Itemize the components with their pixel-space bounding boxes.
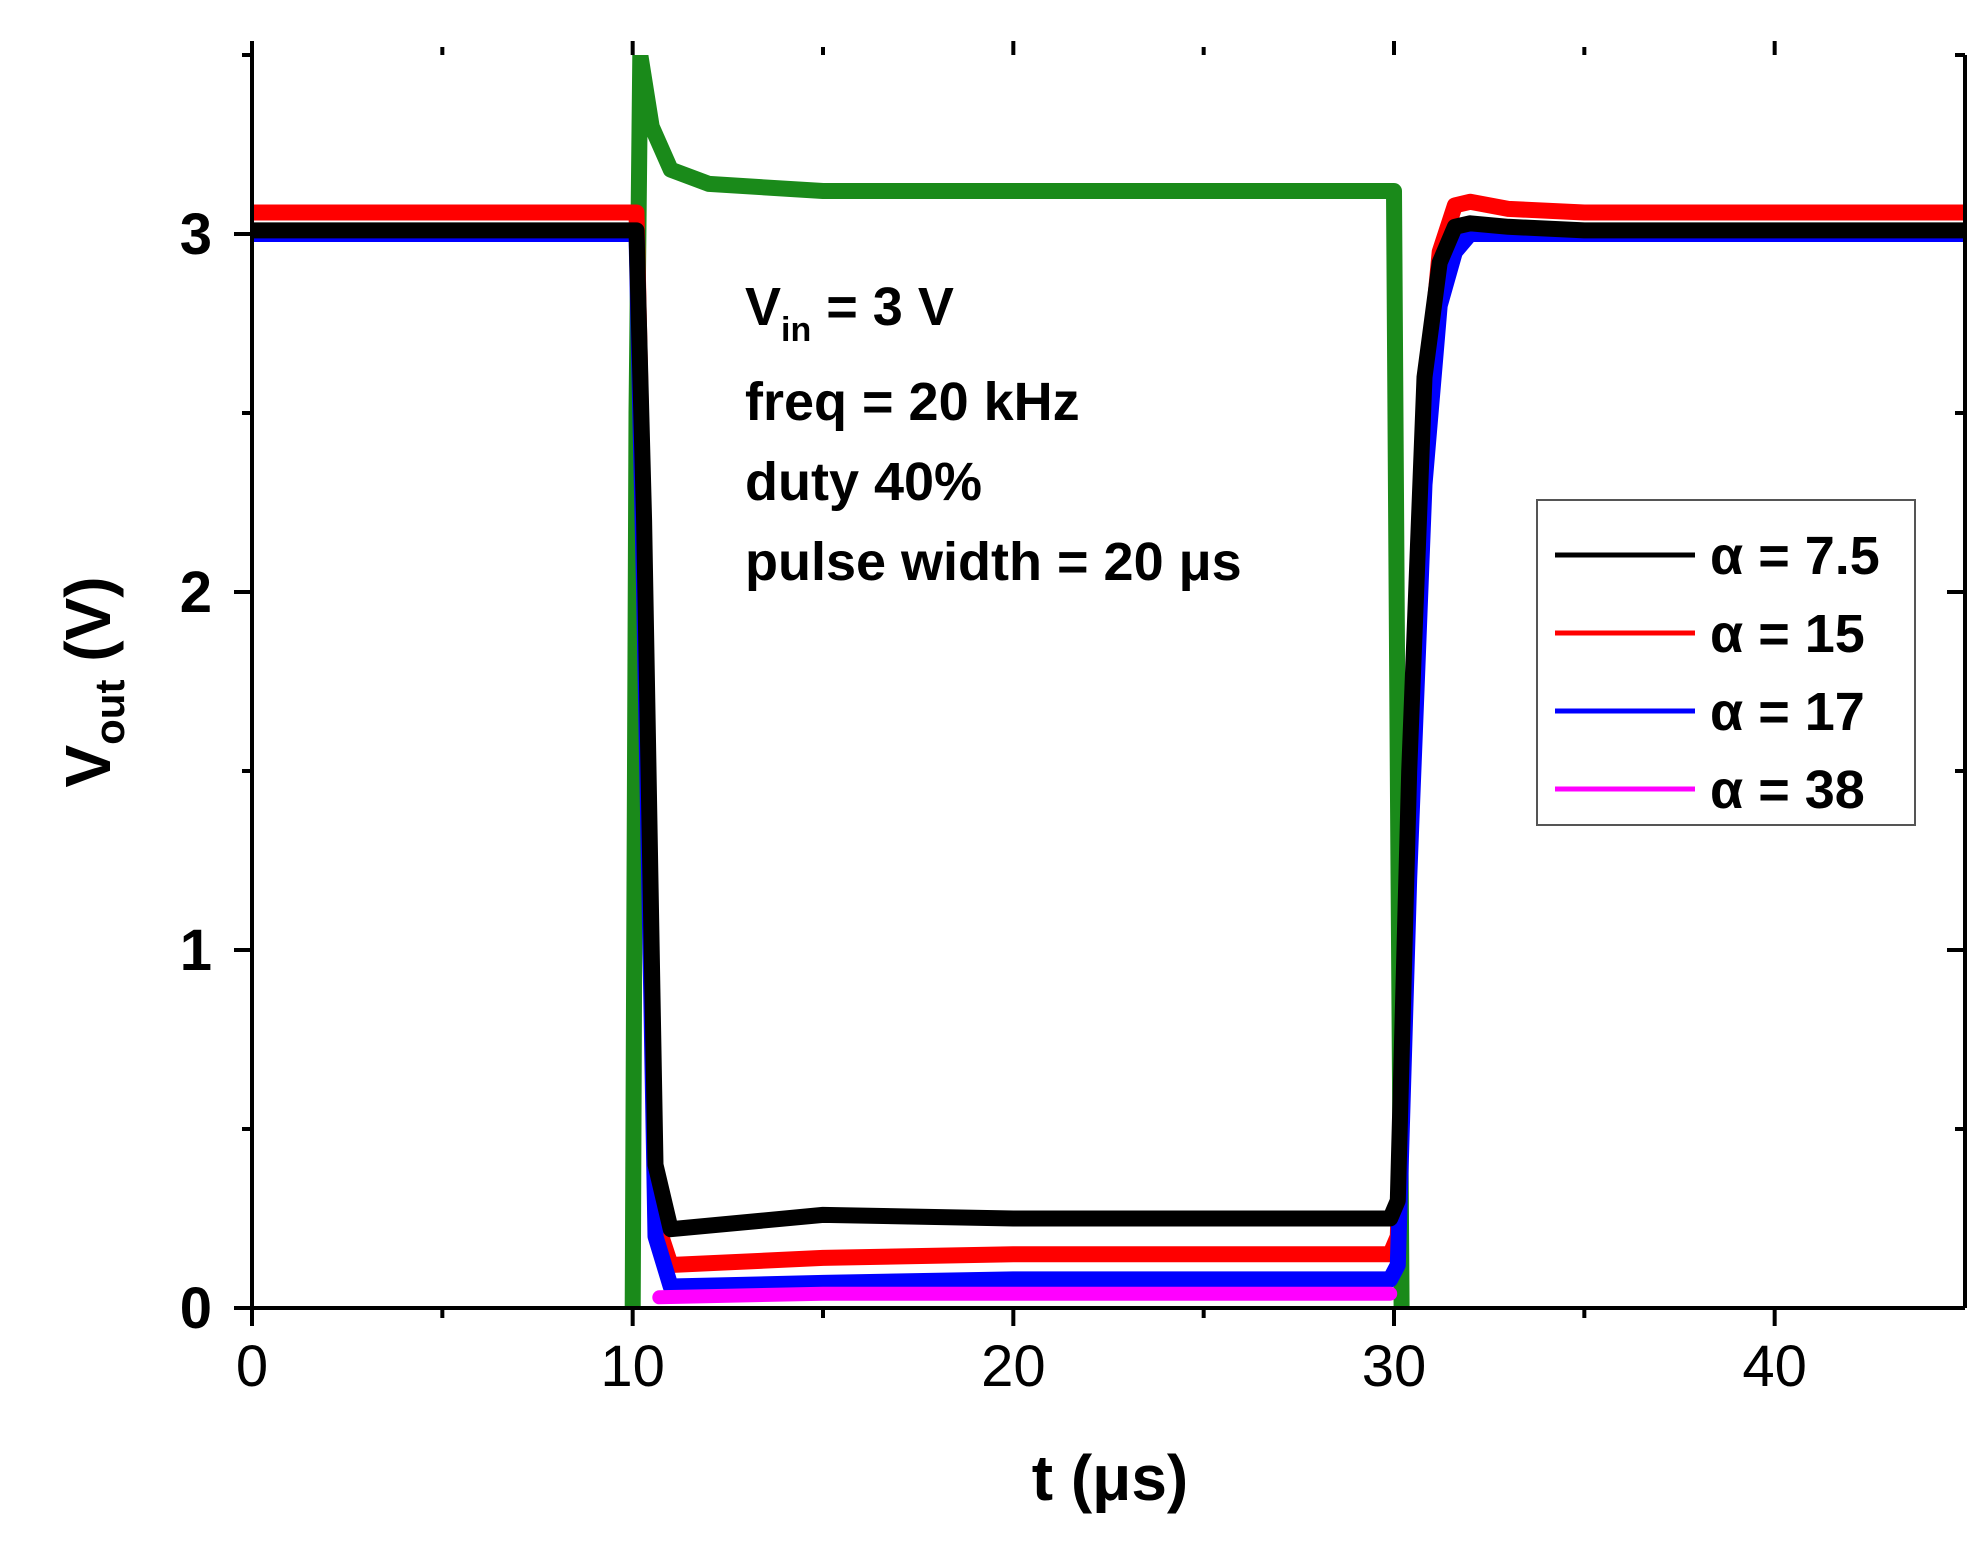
x-tick-label: 20: [981, 1334, 1046, 1399]
annotation-line-1: Vin = 3 V: [745, 277, 954, 349]
legend-label: α = 15: [1710, 604, 1865, 664]
annotation-vin-main: V: [745, 277, 781, 337]
legend-label: α = 17: [1710, 682, 1865, 742]
annotation-line-2: freq = 20 kHz: [745, 372, 1080, 432]
x-tick-label: 40: [1742, 1334, 1807, 1399]
series-line-3: [652, 1286, 1398, 1305]
svg-text:Vout (V): Vout (V): [52, 576, 133, 787]
y-tick-label: 1: [180, 918, 212, 983]
x-tick-label: 0: [236, 1334, 268, 1399]
x-axis-title: t (μs): [1032, 1442, 1188, 1514]
annotation-block: Vin = 3 V freq = 20 kHz duty 40% pulse w…: [745, 277, 1242, 592]
y-tick-label: 2: [180, 560, 212, 625]
x-tick-label: 30: [1362, 1334, 1427, 1399]
annotation-line-3: duty 40%: [745, 452, 982, 512]
y-axis-title-main: V: [52, 745, 124, 788]
y-axis-title-sub: out: [86, 680, 133, 745]
x-tick-label: 10: [600, 1334, 665, 1399]
legend-label: α = 38: [1710, 760, 1865, 820]
plot-frame: [250, 55, 1967, 1310]
y-axis-title: Vout (V): [52, 576, 133, 787]
annotation-line-4: pulse width = 20 μs: [745, 532, 1242, 592]
series-line-4: [624, 55, 1410, 1308]
ticks-layer: 0 10 20 30 40 0 1 2 3: [180, 41, 1965, 1399]
y-axis-title-unit: (V): [52, 576, 124, 679]
series-layer: [252, 55, 1965, 1308]
y-tick-label: 0: [180, 1276, 212, 1341]
legend: α = 7.5 α = 15 α = 17 α = 38: [1536, 499, 1916, 826]
legend-label: α = 7.5: [1710, 526, 1880, 586]
y-tick-label: 3: [180, 202, 212, 267]
annotation-vin-sub: in: [781, 311, 811, 349]
annotation-vin-rest: = 3 V: [811, 277, 954, 337]
series-line-0: [252, 215, 1965, 1238]
